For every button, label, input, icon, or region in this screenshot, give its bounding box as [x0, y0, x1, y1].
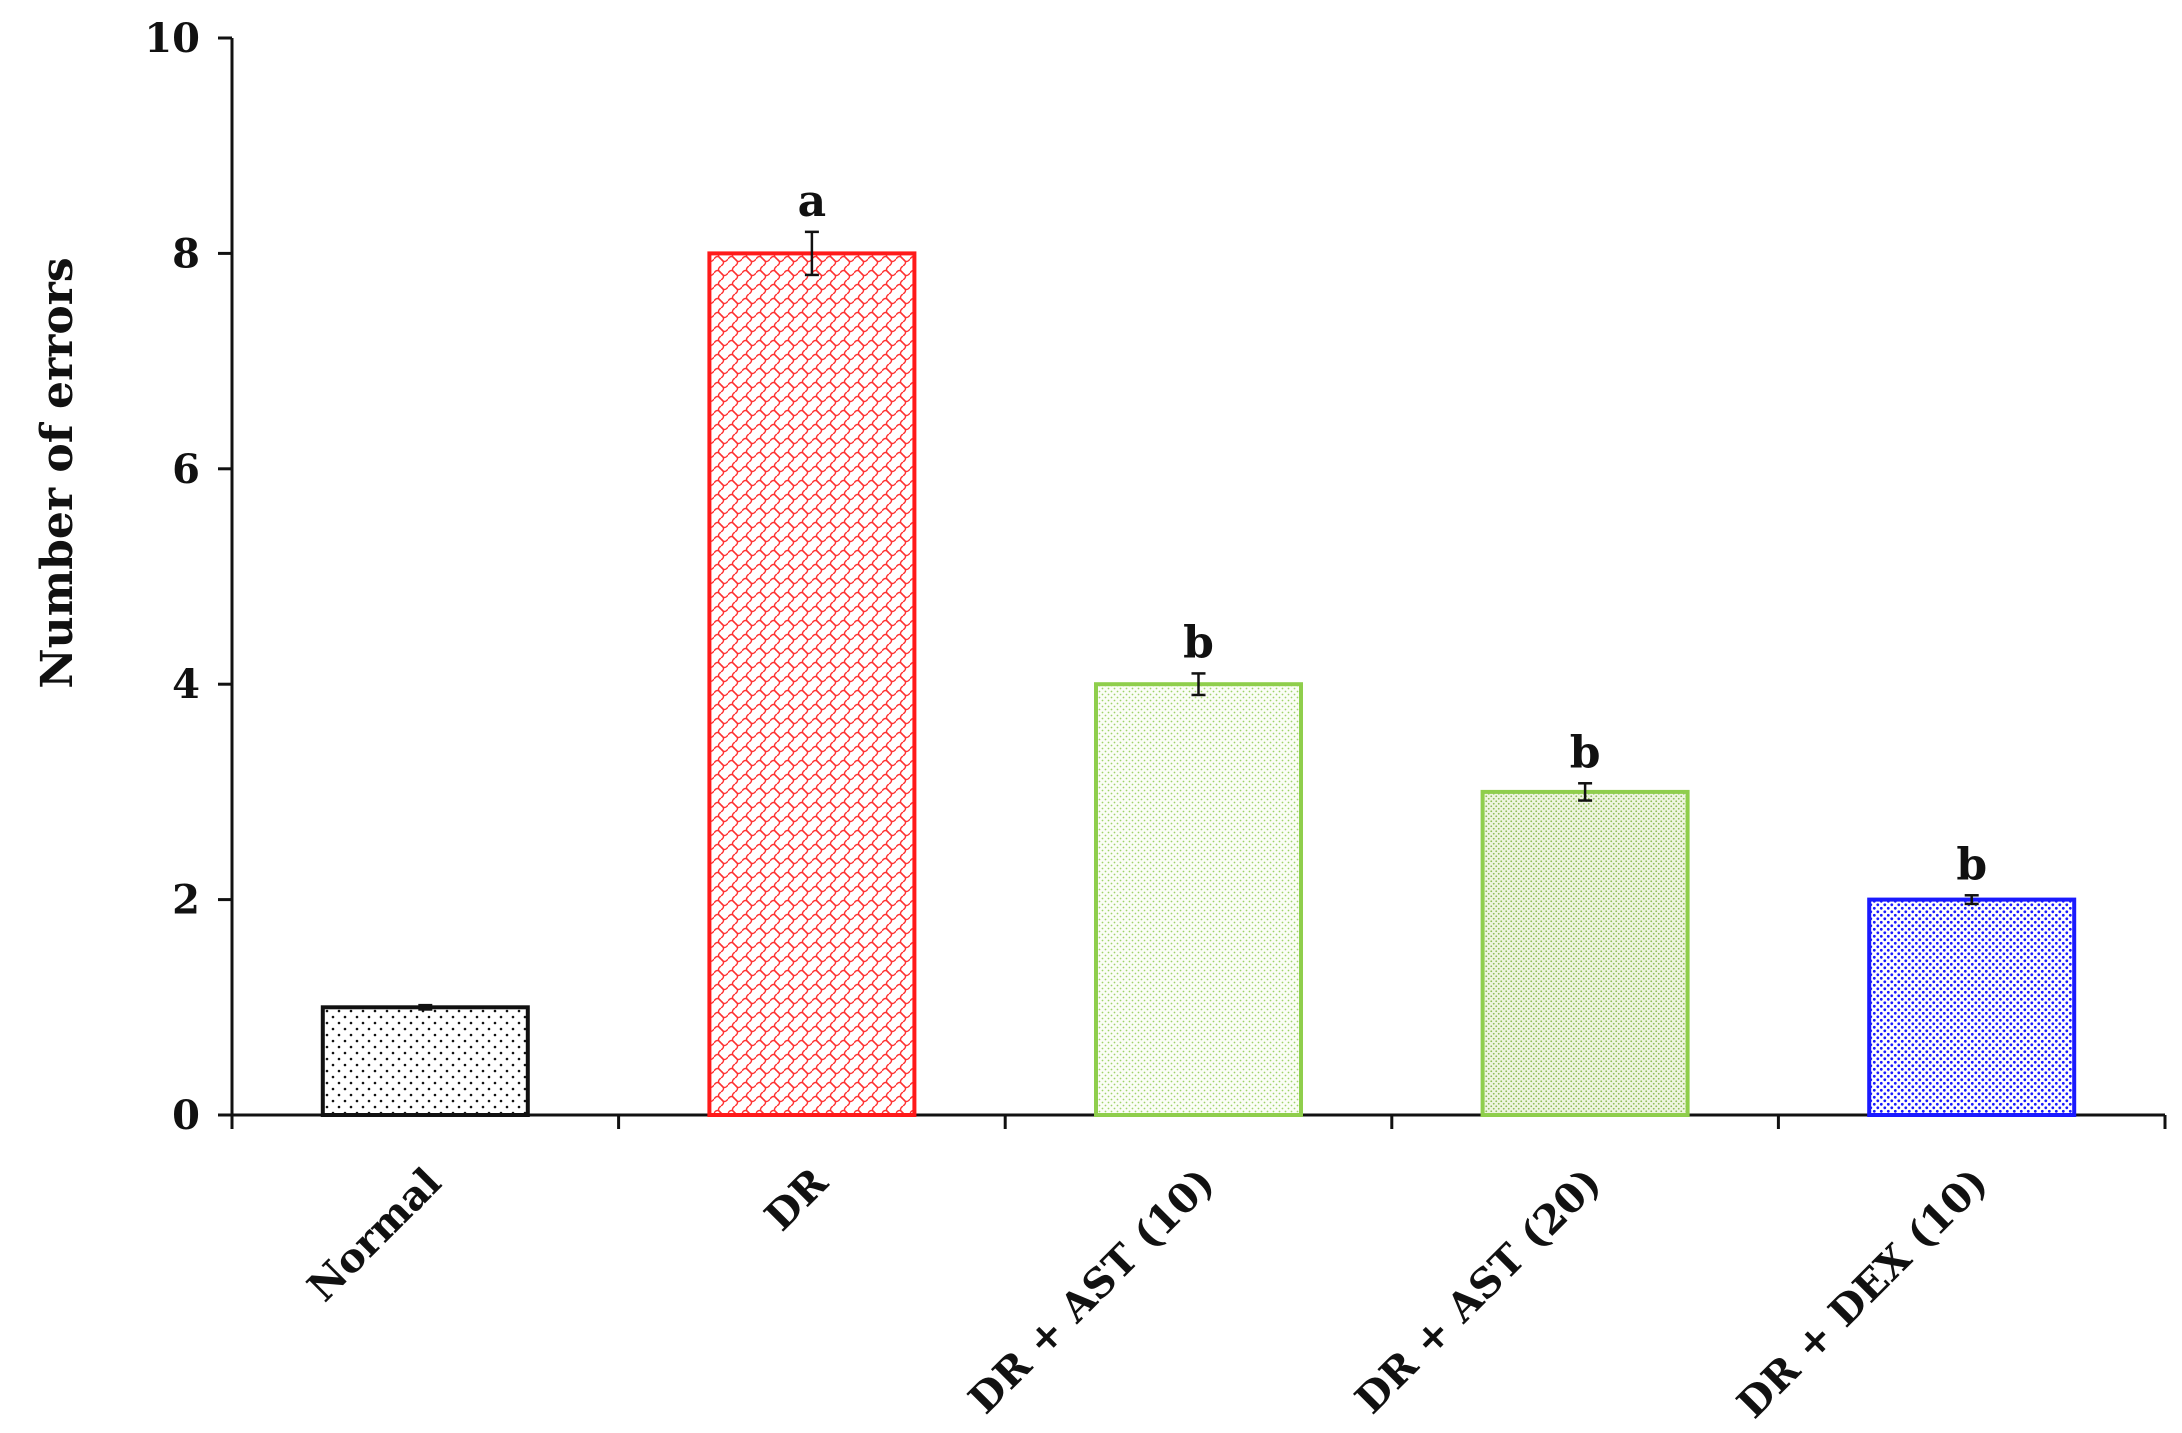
x-tick-label: DR + DEX (10): [1728, 1159, 1997, 1428]
significance-label: b: [1956, 839, 1987, 890]
significance-label: a: [798, 176, 827, 227]
y-tick-label: 6: [172, 446, 200, 493]
bar: [1480, 789, 1690, 1118]
y-tick-label: 0: [172, 1092, 200, 1139]
y-tick-label: 10: [144, 15, 200, 62]
significance-label: b: [1183, 617, 1214, 668]
x-axis-tick-labels: Normal DR DR + AST (10) DR + AST (20) DR + D…: [299, 1158, 1997, 1427]
x-tick-label: Normal: [299, 1159, 451, 1311]
x-tick-label: DR + AST (20): [1346, 1159, 1610, 1423]
bars: a b b b: [320, 176, 2077, 1118]
y-axis-label: Number of errors: [32, 257, 83, 688]
y-tick-label: 4: [172, 661, 200, 708]
y-tick-label: 8: [172, 230, 200, 277]
bar: [1094, 682, 1303, 1117]
significance-label: b: [1570, 727, 1601, 778]
x-tick-label: DR: [756, 1158, 838, 1240]
bar: [707, 251, 917, 1117]
y-tick-label: 2: [172, 877, 200, 924]
x-tick-label: DR + AST (10): [960, 1159, 1224, 1423]
bar: [320, 1005, 530, 1117]
y-axis-ticks: 0 2 4 6 8 10: [144, 15, 232, 1139]
bar: [1867, 897, 2077, 1117]
